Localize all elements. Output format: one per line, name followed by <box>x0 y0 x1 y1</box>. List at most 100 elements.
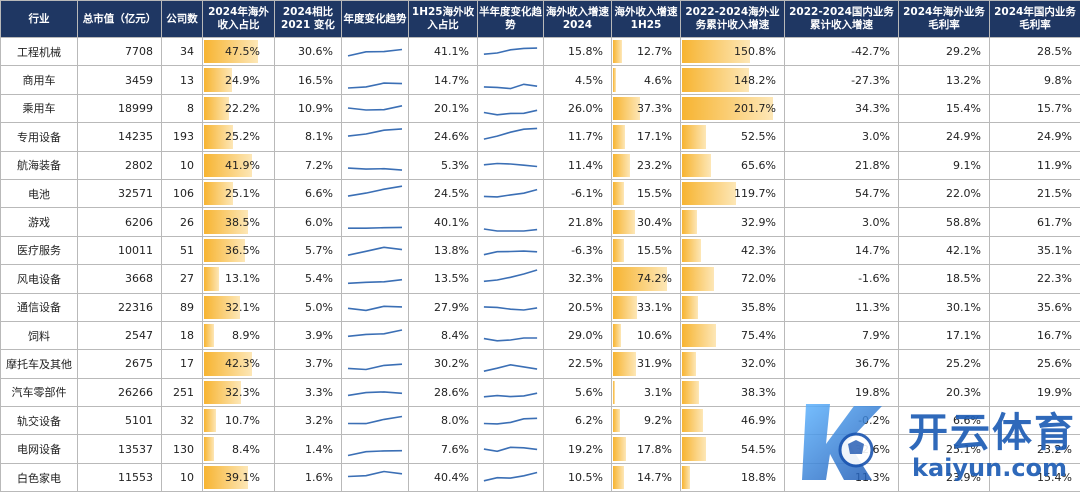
trend-sparkline <box>483 471 538 482</box>
trend-cell <box>477 349 544 379</box>
trend-cell <box>477 264 544 294</box>
cell-h1ovs: 24.6% <box>408 122 478 152</box>
trend-sparkline <box>347 167 403 172</box>
cell-ovs2024: 10.7% <box>202 406 275 436</box>
cell-value: 38.3% <box>741 385 776 399</box>
data-bar <box>682 380 700 405</box>
data-bar <box>613 210 636 234</box>
data-bar <box>682 295 699 319</box>
cell-g2024: 22.5% <box>543 349 612 379</box>
cell-count: 34 <box>161 36 203 67</box>
cell-chg: 1.6% <box>274 462 342 493</box>
cell-value: 15.5% <box>637 187 672 201</box>
cell-h1ovs: 40.1% <box>408 207 478 237</box>
cell-value: 148.2% <box>734 73 776 87</box>
cell-gm_ovs: 17.1% <box>898 320 990 351</box>
cell-chg: 1.4% <box>274 434 342 464</box>
cell-cum_dom: -42.7% <box>784 36 899 67</box>
cell-gm_dom: 24.9% <box>989 122 1080 152</box>
cell-value: 4.6% <box>644 73 672 87</box>
column-header: 2022-2024国内业务累计收入增速 <box>784 0 899 38</box>
cell-count: 51 <box>161 235 203 266</box>
data-bar <box>204 238 246 263</box>
cell-count: 18 <box>161 320 203 351</box>
cell-chg: 3.9% <box>274 320 342 351</box>
table-row: 摩托车及其他 2675 17 42.3% 3.7% 30.2% 22.5% 31.9% 32.0… <box>0 349 1080 379</box>
table-row: 医疗服务 10011 51 36.5% 5.7% 13.8% -6.3% 15.5% 42.3%… <box>0 235 1080 266</box>
data-bar <box>613 380 616 405</box>
cell-ovs2024: 24.9% <box>202 65 275 95</box>
cell-chg: 30.6% <box>274 36 342 67</box>
cell-cap: 18999 <box>77 93 162 124</box>
cell-cap: 2547 <box>77 320 162 351</box>
cell-gm_dom: 16.7% <box>989 320 1080 351</box>
trend-cell <box>477 65 544 95</box>
column-header: 2024年海外业务毛利率 <box>898 0 990 38</box>
cell-count: 8 <box>161 93 203 124</box>
cell-cum_ovs: 65.6% <box>680 150 785 180</box>
cell-gm_ovs: 30.1% <box>898 292 990 322</box>
trend-cell <box>341 320 409 351</box>
cell-chg: 3.2% <box>274 406 342 436</box>
cell-value: 32.0% <box>741 357 776 371</box>
cell-value: 38.5% <box>225 215 260 229</box>
cell-ovs2024: 8.9% <box>202 320 275 351</box>
cell-cum_dom: 11.3% <box>784 292 899 322</box>
cell-ovs2024: 32.1% <box>202 292 275 322</box>
cell-chg: 5.4% <box>274 264 342 294</box>
cell-count: 26 <box>161 207 203 237</box>
column-header: 2024年国内业务毛利率 <box>989 0 1080 38</box>
cell-g1h25: 17.8% <box>611 434 681 464</box>
cell-chg: 7.2% <box>274 150 342 180</box>
data-bar <box>682 153 712 177</box>
trend-sparkline <box>483 127 538 140</box>
data-bar <box>613 238 625 263</box>
trend-sparkline <box>347 82 403 89</box>
cell-cap: 3668 <box>77 264 162 294</box>
data-bar <box>682 437 707 461</box>
cell-ovs2024: 38.5% <box>202 207 275 237</box>
data-bar <box>204 409 217 433</box>
cell-cum_ovs: 119.7% <box>680 178 785 209</box>
data-bar <box>204 68 233 92</box>
cell-count: 193 <box>161 122 203 152</box>
trend-cell <box>477 377 544 408</box>
cell-ovs2024: 8.4% <box>202 434 275 464</box>
trend-sparkline <box>483 109 538 117</box>
cell-count: 10 <box>161 150 203 180</box>
cell-cap: 5101 <box>77 406 162 436</box>
table-row: 电网设备 13537 130 8.4% 1.4% 7.6% 19.2% 17.8% 54.5% 3… <box>0 434 1080 464</box>
table-row: 航海装备 2802 10 41.9% 7.2% 5.3% 11.4% 23.2% 65.6% 21… <box>0 150 1080 180</box>
cell-value: 37.3% <box>637 101 672 115</box>
cell-cum_dom: 54.7% <box>784 178 899 209</box>
cell-g2024: 15.8% <box>543 36 612 67</box>
cell-gm_ovs: 25.1% <box>898 434 990 464</box>
cell-value: 41.9% <box>225 158 260 172</box>
trend-cell <box>341 65 409 95</box>
column-header: 2024相比2021 变化 <box>274 0 342 38</box>
cell-g2024: 4.5% <box>543 65 612 95</box>
cell-count: 13 <box>161 65 203 95</box>
cell-g1h25: 23.2% <box>611 150 681 180</box>
trend-sparkline <box>483 392 538 398</box>
cell-g2024: 32.3% <box>543 264 612 294</box>
cell-cum_ovs: 38.3% <box>680 377 785 408</box>
cell-value: 8.9% <box>232 329 260 343</box>
cell-cap: 6206 <box>77 207 162 237</box>
data-bar <box>613 437 626 461</box>
cell-value: 201.7% <box>734 101 776 115</box>
trend-cell <box>341 406 409 436</box>
trend-sparkline <box>483 162 538 168</box>
cell-chg: 8.1% <box>274 122 342 152</box>
cell-g2024: 11.4% <box>543 150 612 180</box>
cell-cum_ovs: 148.2% <box>680 65 785 95</box>
cell-cum_dom: 36.7% <box>784 349 899 379</box>
cell-h1ovs: 24.5% <box>408 178 478 209</box>
cell-cum_ovs: 35.8% <box>680 292 785 322</box>
cell-chg: 3.7% <box>274 349 342 379</box>
cell-gm_dom: 28.5% <box>989 36 1080 67</box>
data-bar <box>682 181 736 206</box>
data-bar <box>204 323 215 348</box>
trend-cell <box>477 150 544 180</box>
